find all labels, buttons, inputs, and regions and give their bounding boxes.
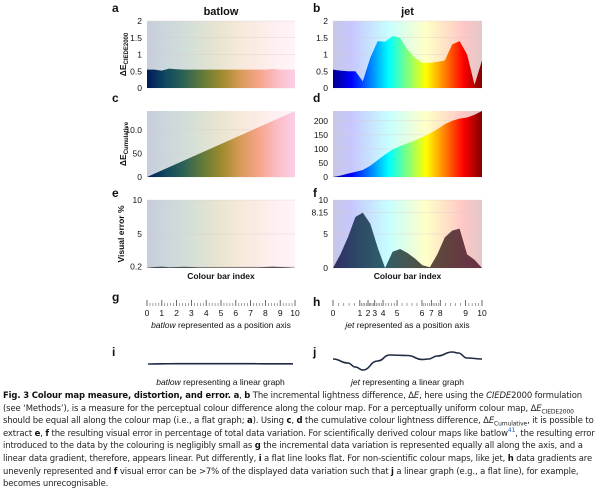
tick-label: 1 bbox=[159, 308, 164, 318]
y-tick-label: 5 bbox=[323, 229, 328, 239]
tick-label: 5 bbox=[395, 308, 400, 318]
tick-label: 8 bbox=[438, 308, 443, 318]
y-tick-label: 1.5 bbox=[316, 33, 328, 43]
x-axis-label: Colour bar index bbox=[187, 271, 255, 281]
panel-title: jet bbox=[400, 6, 414, 18]
panel-label-i: i bbox=[112, 345, 115, 359]
caption-segment: , here using the bbox=[419, 390, 486, 400]
y-tick-label: 50 bbox=[319, 158, 329, 168]
panel-label-h: h bbox=[313, 295, 320, 309]
tick-label: 8 bbox=[263, 308, 268, 318]
panel-label-a: a bbox=[112, 1, 119, 15]
axis-caption: jet represented as a position axis bbox=[344, 320, 469, 330]
caption-segment: visual error can be >7% of the displayed… bbox=[117, 466, 391, 476]
panel-label-j: j bbox=[312, 345, 316, 359]
y-tick-label: 50 bbox=[133, 148, 143, 158]
caption-segment: the resulting visual error in percentage… bbox=[49, 428, 508, 438]
caption-segment: The incremental lightness difference, Δ bbox=[250, 390, 414, 400]
panel-label-d: d bbox=[313, 91, 320, 105]
panel-f-plot: 0 5 8.15 10 bbox=[311, 195, 482, 273]
panel-title: batlow bbox=[204, 6, 239, 18]
axis-caption: batlow represented as a position axis bbox=[151, 320, 291, 330]
caption-segment: the cumulative colour lightness differen… bbox=[302, 415, 488, 425]
y-tick-label: 0 bbox=[323, 172, 328, 182]
tick-label: 0 bbox=[145, 308, 150, 318]
tick-label: 2 bbox=[174, 308, 179, 318]
panel-label-b: b bbox=[313, 1, 320, 15]
caption-segment: Fig. 3 Colour map measure, distortion, a… bbox=[3, 390, 234, 400]
y-tick-label: 10 bbox=[133, 195, 143, 205]
data-area bbox=[147, 69, 295, 88]
tick-label: 7 bbox=[429, 308, 434, 318]
tick-label: 5 bbox=[219, 308, 224, 318]
panel-b-plot: 0 0.5 1 1.5 2 bbox=[316, 16, 482, 93]
y-axis-label: ΔECumulative bbox=[118, 121, 130, 166]
tick-label: 10 bbox=[290, 308, 300, 318]
tick-label: 9 bbox=[463, 308, 468, 318]
y-tick-label: 2 bbox=[137, 16, 142, 26]
y-tick-label: 0 bbox=[323, 83, 328, 93]
x-axis-label: Colour bar index bbox=[374, 271, 442, 281]
line-caption: batlow representing a linear graph bbox=[156, 377, 285, 387]
figure-caption: Fig. 3 Colour map measure, distortion, a… bbox=[3, 389, 599, 490]
tick-label: 6 bbox=[420, 308, 425, 318]
y-tick-label: 200 bbox=[314, 116, 328, 126]
caption-segment: a flat line looks flat. For non-scientif… bbox=[261, 453, 507, 463]
caption-segment: should be equal all along the colour map… bbox=[3, 415, 247, 425]
tick-label: 4 bbox=[204, 308, 209, 318]
tick-label: 4 bbox=[381, 308, 386, 318]
y-axis-label: ΔECIEDE2000 bbox=[118, 32, 130, 76]
y-tick-label: 0 bbox=[137, 172, 142, 182]
y-tick-label: 0 bbox=[323, 263, 328, 273]
data-line bbox=[333, 352, 482, 370]
caption-segment: CIEDE bbox=[486, 390, 511, 400]
y-tick-label: 100 bbox=[314, 144, 328, 154]
tick-label: 10 bbox=[477, 308, 487, 318]
y-tick-label: 5 bbox=[137, 229, 142, 239]
panel-label-e: e bbox=[112, 186, 119, 200]
panel-j-line-graph: jet representing a linear graph bbox=[333, 352, 482, 387]
tick-label: 3 bbox=[189, 308, 194, 318]
y-tick-label: 150 bbox=[314, 130, 328, 140]
tick-label: 1 bbox=[357, 308, 362, 318]
y-tick-label: 1 bbox=[323, 50, 328, 60]
y-tick-label: 10 bbox=[319, 195, 329, 205]
y-tick-label: 1 bbox=[137, 50, 142, 60]
panel-label-f: f bbox=[313, 186, 318, 200]
y-axis-label: Visual error % bbox=[116, 205, 126, 262]
y-tick-label: 0.2 bbox=[130, 262, 142, 272]
figure-panels: a b c d e f g h i j 0 0.5 1 1.5 2 batlow ΔECIEDE2000 0 0.5… bbox=[0, 0, 600, 388]
y-tick-label: 0.5 bbox=[130, 66, 142, 76]
panel-d-plot: 0 50 100 150 200 bbox=[314, 111, 482, 182]
tick-label: 2 bbox=[366, 308, 371, 318]
tick-label: 9 bbox=[278, 308, 283, 318]
panel-label-c: c bbox=[112, 91, 119, 105]
tick-label: 6 bbox=[233, 308, 238, 318]
panel-e-plot: 0.2 5 10 bbox=[130, 195, 295, 272]
y-tick-label: 1.5 bbox=[130, 33, 142, 43]
y-tick-label: 0 bbox=[137, 83, 142, 93]
y-tick-label: 0.5 bbox=[316, 66, 328, 76]
y-tick-label: 8.15 bbox=[311, 208, 328, 218]
y-tick-label: 2 bbox=[323, 16, 328, 26]
panel-a-plot: 0 0.5 1 1.5 2 bbox=[130, 16, 295, 93]
caption-segment: ). Using bbox=[253, 415, 287, 425]
tick-label: 7 bbox=[248, 308, 253, 318]
line-caption: jet representing a linear graph bbox=[350, 377, 464, 387]
tick-label: 0 bbox=[331, 308, 336, 318]
tick-label: 3 bbox=[372, 308, 377, 318]
panel-i-line-graph: batlow representing a linear graph bbox=[148, 364, 293, 387]
panel-label-g: g bbox=[112, 290, 119, 304]
